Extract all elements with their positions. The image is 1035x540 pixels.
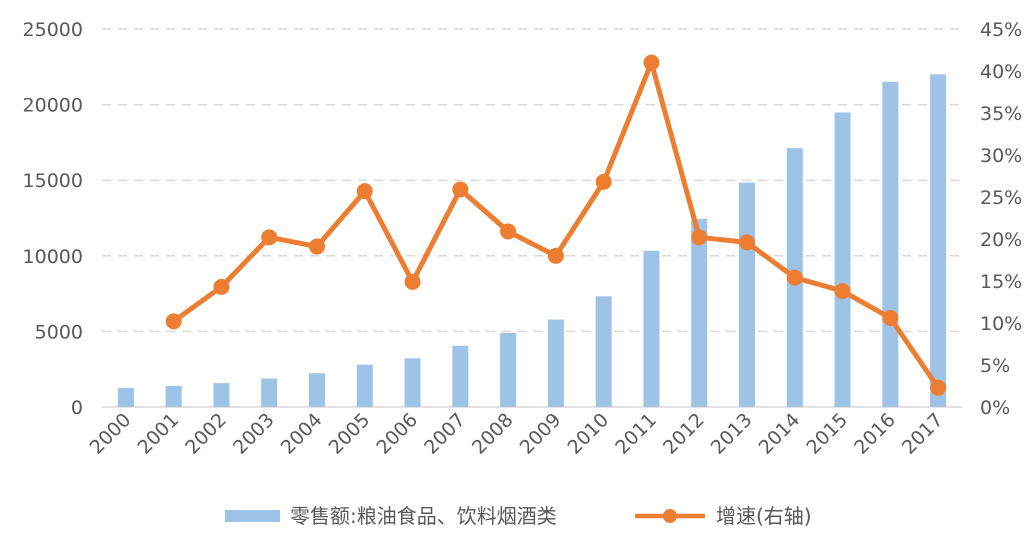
right-axis-ticks: 0% 5% 10% 15% 20% 25% 30% 35% 40% 45% [980, 19, 1022, 419]
x-tick-label: 2017 [898, 409, 948, 459]
line-point [739, 234, 755, 251]
bar [834, 112, 851, 407]
bar [882, 81, 899, 407]
line-point [691, 229, 708, 246]
line-point [356, 183, 373, 200]
line-point [404, 273, 421, 290]
x-tick-label: 2007 [420, 409, 470, 459]
right-tick-label: 20% [980, 229, 1022, 251]
legend-swatch-marker [663, 509, 677, 523]
right-tick-label: 35% [980, 103, 1022, 125]
right-tick-label: 0% [980, 397, 1010, 419]
line-point [786, 269, 803, 286]
x-tick-label: 2013 [707, 409, 757, 459]
right-tick-label: 45% [980, 19, 1022, 41]
line-point [595, 173, 612, 190]
bar [643, 250, 660, 407]
x-tick-label: 2001 [133, 409, 183, 459]
line-point [261, 229, 278, 246]
bar [117, 388, 134, 407]
x-tick-label: 2012 [659, 409, 709, 459]
line-point [930, 379, 947, 396]
line-series [165, 54, 947, 396]
x-tick-label: 2016 [850, 409, 900, 459]
bar [356, 364, 373, 407]
bar [309, 373, 325, 407]
x-tick-label: 2010 [563, 409, 613, 459]
bar [595, 296, 612, 407]
right-tick-label: 25% [980, 187, 1022, 209]
bar [930, 74, 947, 408]
line-point [213, 278, 230, 295]
x-tick-label: 2009 [516, 409, 566, 459]
line-point [547, 247, 564, 264]
legend: 零售额:粮油食品、饮料烟酒类 增速(右轴) [225, 504, 812, 528]
left-tick-label: 10000 [23, 246, 83, 268]
x-tick-label: 2005 [325, 409, 375, 459]
line-point [882, 309, 899, 326]
x-tick-label: 2008 [468, 409, 518, 459]
bar [213, 383, 230, 407]
right-tick-label: 10% [980, 313, 1022, 335]
x-tick-label: 2015 [802, 409, 852, 459]
line-point [643, 54, 660, 71]
left-tick-label: 25000 [23, 19, 83, 41]
x-tick-label: 2004 [277, 409, 327, 459]
left-axis-ticks: 0 5000 10000 15000 20000 25000 [23, 19, 83, 419]
right-tick-label: 40% [980, 61, 1022, 83]
x-tick-label: 2002 [181, 409, 231, 459]
line-point [500, 223, 517, 240]
line-point [165, 313, 182, 330]
gridlines [102, 28, 962, 408]
bar [404, 358, 421, 407]
right-tick-label: 30% [980, 145, 1022, 167]
x-axis-ticks: 2000200120022003200420052006200720082009… [86, 409, 948, 459]
left-tick-label: 15000 [23, 170, 83, 192]
left-tick-label: 20000 [23, 95, 83, 117]
line-point [834, 283, 851, 300]
legend-label-bar: 零售额:粮油食品、饮料烟酒类 [290, 504, 557, 528]
bar-series [117, 74, 947, 408]
right-tick-label: 15% [980, 271, 1022, 293]
bar [165, 385, 182, 407]
bar [500, 332, 517, 407]
right-tick-label: 5% [980, 355, 1010, 377]
left-tick-label: 0 [71, 397, 83, 419]
x-tick-label: 2006 [372, 409, 422, 459]
bar [261, 378, 278, 407]
line-point [309, 238, 325, 255]
x-tick-label: 2000 [86, 409, 136, 459]
bar [452, 345, 469, 407]
bar [547, 319, 564, 407]
line-point [452, 181, 469, 198]
x-tick-label: 2003 [229, 409, 279, 459]
legend-swatch-bar [225, 510, 280, 522]
x-tick-label: 2011 [611, 409, 661, 459]
x-tick-label: 2014 [755, 409, 805, 459]
bar [739, 182, 755, 407]
bar [691, 219, 708, 407]
legend-label-line: 增速(右轴) [716, 504, 812, 528]
left-tick-label: 5000 [35, 321, 83, 343]
